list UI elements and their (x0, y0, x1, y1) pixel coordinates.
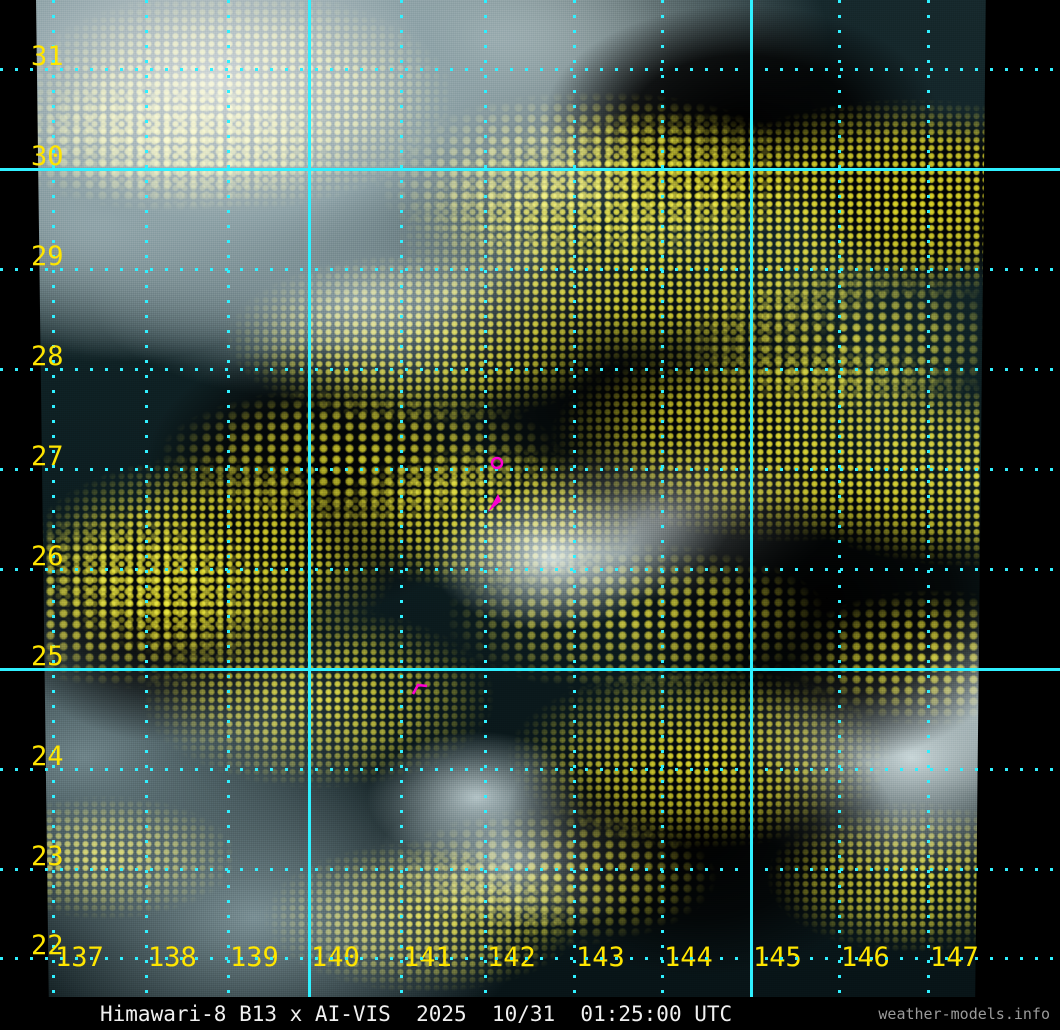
image-grain-texture (36, 0, 986, 997)
satellite-swath (36, 0, 986, 997)
site-watermark: weather-models.info (878, 1005, 1050, 1023)
product-title: Himawari-8 B13 x AI-VIS 2025 10/31 01:25… (100, 1002, 733, 1026)
footer-bar: Himawari-8 B13 x AI-VIS 2025 10/31 01:25… (0, 997, 1060, 1030)
satellite-image-panel (36, 0, 986, 997)
cold-cloud-top-layer-2 (36, 0, 986, 997)
